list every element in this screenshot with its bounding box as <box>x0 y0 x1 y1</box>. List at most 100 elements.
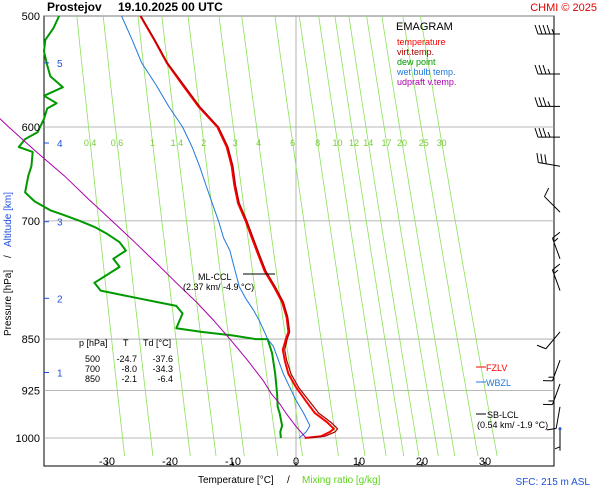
table-row-500-t: -24.7 <box>116 354 137 364</box>
wind-barb-half-flag <box>547 131 551 138</box>
altitude-tick-5: 5 <box>57 59 63 70</box>
sb-lcl-value: (0.54 km/ -1.9 °C) <box>477 420 548 430</box>
legend-dew-point: dew point <box>397 57 436 67</box>
wind-barb-half-flag <box>547 68 551 75</box>
wind-barb-flag <box>542 24 547 35</box>
wind-barb-flag <box>552 263 561 271</box>
wind-barb-shaft <box>545 331 561 350</box>
wind-barbs <box>534 24 562 451</box>
pressure-tick-600: 600 <box>22 122 40 134</box>
series-wet-bulb-temp <box>121 15 311 439</box>
temperature-tick--30: -30 <box>99 456 115 468</box>
wind-barb-half-flag <box>553 269 559 275</box>
wind-barb-flag <box>538 24 543 35</box>
wind-barb-flag <box>536 153 539 163</box>
wind-barb-690 <box>543 187 561 213</box>
station-name: Prostejov <box>47 0 102 14</box>
pressure-tick-925: 925 <box>22 386 40 398</box>
mixing-ratio-label-1: 1 <box>150 138 155 148</box>
surface-elevation: SFC: 215 m ASL <box>516 477 591 488</box>
pressure-tick-1000: 1000 <box>16 433 40 445</box>
wind-barb-flag <box>542 97 547 107</box>
temperature-tick-0: 0 <box>293 456 299 468</box>
temperature-tick--20: -20 <box>162 456 178 468</box>
ml-ccl-label: ML-CCL <box>198 272 232 282</box>
wind-barb-610 <box>534 127 560 138</box>
table-row-700-td: -34.3 <box>152 364 173 374</box>
wind-barb-flag <box>534 24 539 35</box>
wind-barb-half-flag <box>553 237 559 243</box>
wind-barb-surface-dot <box>558 427 562 431</box>
x-axis-label: Temperature [°C] / Mixing ratio [g/kg] <box>198 475 381 486</box>
mixing-ratio-line-2 <box>187 15 245 457</box>
mixing-ratio-line-25 <box>402 15 479 457</box>
mixing-ratio-label-30: 30 <box>437 138 447 148</box>
altitude-tick-2: 2 <box>57 294 63 305</box>
wind-barb-515 <box>534 24 560 35</box>
wind-barb-half-flag <box>547 101 551 107</box>
wind-barb-shaft <box>555 406 561 429</box>
table-header-t: T <box>123 338 129 348</box>
sb-lcl-label: SB-LCL <box>487 410 519 420</box>
wind-barb-half-flag <box>551 28 555 35</box>
wind-barb-880 <box>542 360 561 382</box>
legend-temperature: temperature <box>397 37 446 47</box>
wind-barb-950 <box>546 406 561 431</box>
wind-barb-flag <box>542 403 553 406</box>
y-axis-label-altitude: Altitude [km] <box>3 192 14 247</box>
pressure-tick-850: 850 <box>22 334 40 346</box>
mixing-ratio-line-4 <box>241 15 303 457</box>
mixing-ratio-label-2: 2 <box>201 138 206 148</box>
x-axis-label-temperature: Temperature [°C] <box>198 475 274 486</box>
wind-barb-flag <box>534 97 539 107</box>
wind-barb-half-flag <box>548 376 554 378</box>
mixing-ratio-line-8 <box>298 15 366 457</box>
wind-barb-flag <box>538 97 543 107</box>
wind-barb-flag <box>542 64 547 75</box>
wind-barb-840 <box>536 331 561 350</box>
mixing-ratio-label-0.6: 0.6 <box>111 138 124 148</box>
wind-barb-flag <box>544 154 547 164</box>
pressure-tick-700: 700 <box>22 216 40 228</box>
altitude-tick-4: 4 <box>57 139 63 150</box>
wind-barb-745 <box>552 231 561 259</box>
wind-barb-flag <box>538 127 543 138</box>
wind-barb-flag <box>542 380 553 382</box>
mixing-ratio-line-6 <box>274 15 339 457</box>
legend-wet-bulb: wet bulb temp. <box>396 67 456 77</box>
temperature-tick-10: 10 <box>353 456 365 468</box>
series-virt-temp <box>140 15 339 439</box>
wind-barb-flag <box>546 24 551 35</box>
y-axis-label-pressure: Pressure [hPa] <box>3 270 14 336</box>
wind-barb-640 <box>536 153 561 167</box>
table-header-p: p [hPa] <box>79 338 108 348</box>
mixing-ratio-label-4: 4 <box>256 138 261 148</box>
altitude-tick-3: 3 <box>57 218 63 229</box>
table-row-850-p: 850 <box>85 374 100 384</box>
wind-barb-flag <box>540 153 543 164</box>
mixing-ratio-label-6: 6 <box>290 138 295 148</box>
copyright: CHMI © 2025 <box>530 2 597 14</box>
mixing-ratio-label-12: 12 <box>349 138 359 148</box>
mixing-ratio-line-10 <box>318 15 387 457</box>
table-row-850-td: -6.4 <box>157 374 173 384</box>
wind-barb-shaft <box>544 196 561 213</box>
table-row-700-t: -8.0 <box>121 364 137 374</box>
altitude-tick-1: 1 <box>57 369 63 380</box>
mixing-ratio-line-14 <box>348 15 420 457</box>
wind-barb-550 <box>534 64 560 75</box>
wind-barb-flag <box>552 231 561 239</box>
mixing-ratio-line-17 <box>366 15 439 457</box>
table-row-500-td: -37.6 <box>152 354 173 364</box>
mixing-ratio-label-25: 25 <box>419 138 429 148</box>
wbzl-label: WBZL <box>486 378 511 388</box>
mixing-ratio-line-1.4 <box>161 15 217 457</box>
mixing-ratio-label-10: 10 <box>332 138 342 148</box>
pressure-tick-500: 500 <box>22 11 40 23</box>
mixing-ratio-label-8: 8 <box>315 138 320 148</box>
wind-barb-flag <box>534 127 539 138</box>
x-axis-label-separator: / <box>287 475 290 486</box>
temperature-tick-20: 20 <box>416 456 428 468</box>
legend-title: EMAGRAM <box>396 21 453 33</box>
wind-barb-flag <box>543 187 550 197</box>
